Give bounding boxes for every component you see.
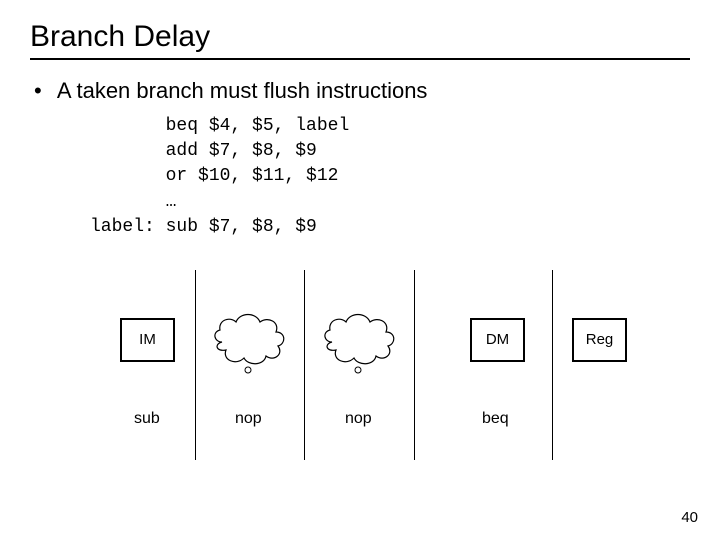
slide-title: Branch Delay xyxy=(30,20,690,60)
stage-box-dm: DM xyxy=(470,318,525,362)
stage-box-im: IM xyxy=(120,318,175,362)
code-line: or $10, $11, $12 xyxy=(90,164,690,189)
bullet-text: A taken branch must flush instructions xyxy=(57,78,428,103)
stage-label: beq xyxy=(482,410,509,428)
stage-box-reg: Reg xyxy=(572,318,627,362)
stage-label: sub xyxy=(134,410,160,428)
code-line: label: sub $7, $8, $9 xyxy=(90,215,690,240)
code-line: beq $4, $5, label xyxy=(90,114,690,139)
bubble-cloud xyxy=(208,308,290,378)
page-number: 40 xyxy=(681,509,698,526)
bullet-marker: • xyxy=(34,78,52,104)
bubble-cloud xyxy=(318,308,400,378)
pipeline-diagram: IM DM Reg sub nop nop beq xyxy=(90,270,670,470)
pipeline-vline xyxy=(195,270,196,460)
code-line: add $7, $8, $9 xyxy=(90,139,690,164)
pipeline-vline xyxy=(414,270,415,460)
stage-label: nop xyxy=(235,410,262,428)
pipeline-vline xyxy=(304,270,305,460)
bullet-line: • A taken branch must flush instructions xyxy=(30,78,690,104)
stage-label: nop xyxy=(345,410,372,428)
code-line: … xyxy=(90,190,690,215)
code-block: beq $4, $5, label add $7, $8, $9 or $10,… xyxy=(30,114,690,240)
pipeline-vline xyxy=(552,270,553,460)
